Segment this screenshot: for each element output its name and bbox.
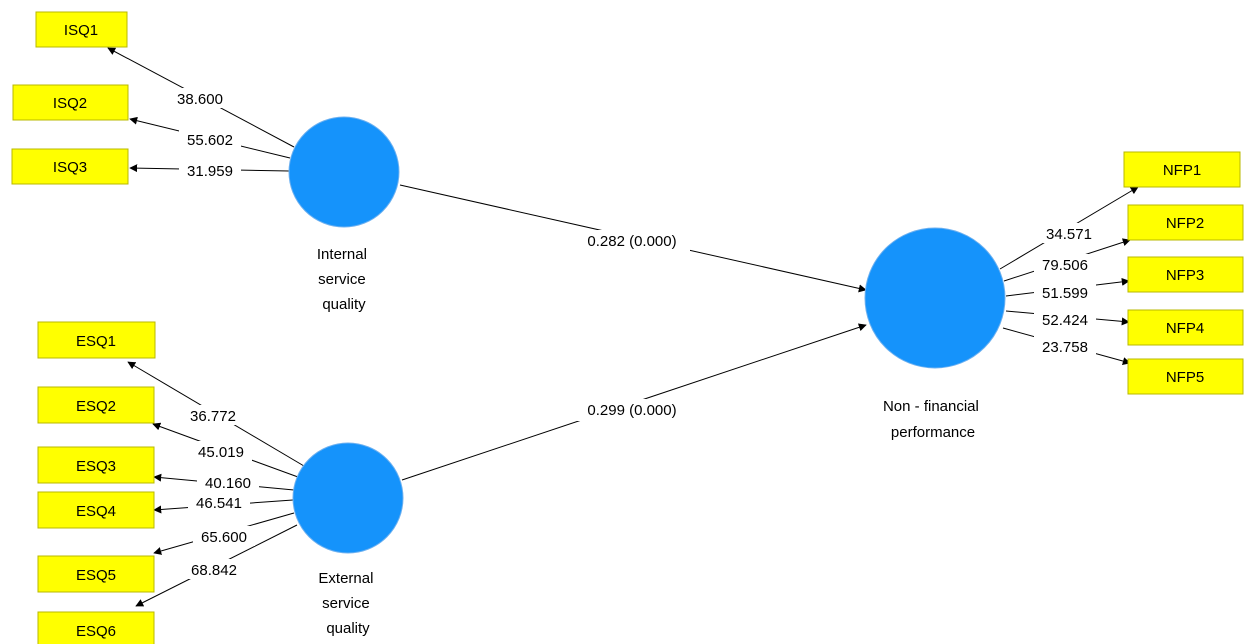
latent-label-esq: External service quality <box>318 570 377 637</box>
indicator-esq5[interactable]: ESQ5 <box>37 555 155 593</box>
indicator-esq1[interactable]: ESQ1 <box>37 321 156 359</box>
indicator-esq2[interactable]: ESQ2 <box>37 386 155 424</box>
indicator-isq2[interactable]: ISQ2 <box>12 84 129 121</box>
weight-nfp4: 52.424 <box>1042 312 1088 329</box>
weight-isq3: 31.959 <box>187 163 233 180</box>
weight-esq1: 36.772 <box>190 408 236 425</box>
indicator-nfp3-label: NFP3 <box>1166 267 1204 284</box>
latent-internal-service-quality[interactable] <box>288 116 400 228</box>
weight-nfp1: 34.571 <box>1046 226 1092 243</box>
indicator-nfp3[interactable]: NFP3 <box>1127 256 1244 293</box>
weight-esq4: 46.541 <box>196 495 242 512</box>
weight-nfp2: 79.506 <box>1042 257 1088 274</box>
indicator-nfp2[interactable]: NFP2 <box>1127 204 1244 241</box>
indicator-nfp1[interactable]: NFP1 <box>1123 151 1241 188</box>
indicator-esq6[interactable]: ESQ6 <box>37 611 155 644</box>
indicator-esq5-label: ESQ5 <box>76 567 116 584</box>
weight-nfp5: 23.758 <box>1042 339 1088 356</box>
indicator-isq2-label: ISQ2 <box>53 95 87 112</box>
latent-label-isq-line-2: service <box>318 271 366 288</box>
path-coefficient-isq-nfp: 0.282 (0.000) <box>587 233 676 250</box>
latent-label-isq-line-1: Internal <box>317 246 367 263</box>
indicator-esq6-label: ESQ6 <box>76 623 116 640</box>
latent-non-financial-performance[interactable] <box>864 227 1006 369</box>
indicator-esq2-label: ESQ2 <box>76 398 116 415</box>
latent-label-esq-line-3: quality <box>326 620 370 637</box>
indicator-nfp5[interactable]: NFP5 <box>1127 358 1244 395</box>
weight-esq6: 68.842 <box>191 562 237 579</box>
indicator-nfp4[interactable]: NFP4 <box>1127 309 1244 346</box>
indicator-nfp4-label: NFP4 <box>1166 320 1204 337</box>
weight-isq1: 38.600 <box>177 91 223 108</box>
latent-label-esq-line-2: service <box>322 595 370 612</box>
latent-label-nfp: Non - financial performance <box>883 398 983 441</box>
indicator-isq3-label: ISQ3 <box>53 159 87 176</box>
latent-label-esq-line-1: External <box>318 570 373 587</box>
latent-label-isq: Internal service quality <box>317 246 371 313</box>
weight-esq2: 45.019 <box>198 444 244 461</box>
latent-label-isq-line-3: quality <box>322 296 366 313</box>
indicator-esq3[interactable]: ESQ3 <box>37 446 155 484</box>
weight-nfp3: 51.599 <box>1042 285 1088 302</box>
indicator-nfp2-label: NFP2 <box>1166 215 1204 232</box>
weight-esq5: 65.600 <box>201 529 247 546</box>
latent-external-service-quality[interactable] <box>292 442 404 554</box>
indicator-nfp5-label: NFP5 <box>1166 369 1204 386</box>
weight-esq3: 40.160 <box>205 475 251 492</box>
indicator-esq4[interactable]: ESQ4 <box>37 491 155 529</box>
indicator-esq3-label: ESQ3 <box>76 458 116 475</box>
weight-isq2: 55.602 <box>187 132 233 149</box>
path-coefficient-esq-nfp: 0.299 (0.000) <box>587 402 676 419</box>
latent-label-nfp-line-2: performance <box>891 424 975 441</box>
indicator-isq1-label: ISQ1 <box>64 22 98 39</box>
indicator-isq3[interactable]: ISQ3 <box>11 148 129 185</box>
indicator-esq4-label: ESQ4 <box>76 503 116 520</box>
indicator-nfp1-label: NFP1 <box>1163 162 1201 179</box>
indicator-esq1-label: ESQ1 <box>76 333 116 350</box>
indicator-isq1[interactable]: ISQ1 <box>35 11 128 48</box>
latent-label-nfp-line-1: Non - financial <box>883 398 979 415</box>
